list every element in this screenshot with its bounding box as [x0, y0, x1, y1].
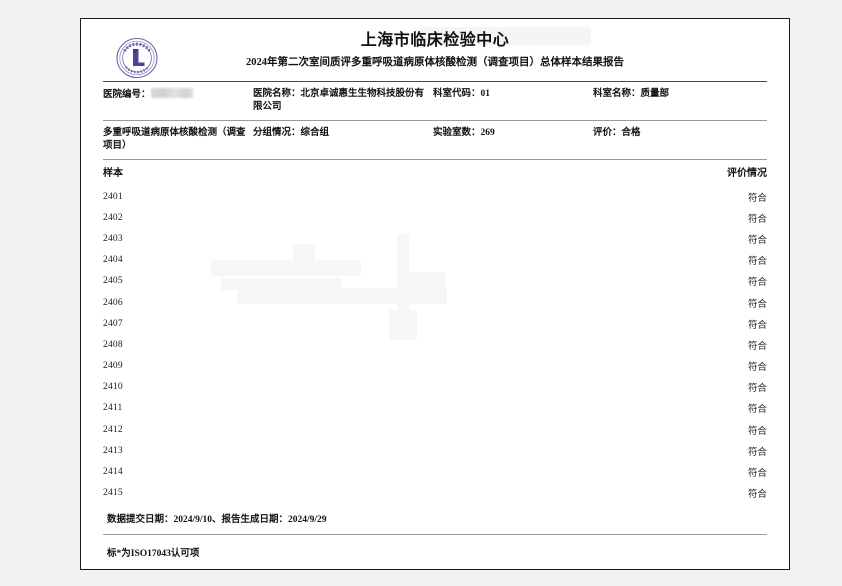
hospital-name-value: 北京卓诚惠生生物科技股份有限公司: [253, 89, 425, 112]
sample-result-cell: 符合: [747, 384, 767, 395]
sample-spacer-cell: [366, 186, 608, 207]
sample-id-cell: 2401: [103, 191, 123, 202]
table-row: 2404 符合: [103, 250, 767, 271]
sample-spacer-cell: [366, 377, 608, 398]
sample-result-cell: 符合: [747, 278, 767, 289]
report-subtitle: 2024年第二次室间质评多重呼吸道病原体核酸检测（调查项目）总体样本结果报告: [246, 57, 624, 68]
table-row: 2414 符合: [103, 461, 767, 482]
sample-result-cell: 符合: [747, 405, 767, 416]
sample-result-cell: 符合: [747, 363, 767, 374]
evaluation-label: 评价：: [593, 128, 622, 138]
table-row: 2411 符合: [103, 398, 767, 419]
table-row: 2407 符合: [103, 313, 767, 334]
sample-id-cell: 2412: [103, 424, 123, 435]
lab-count-value: 269: [480, 128, 495, 138]
table-row: 2412 符合: [103, 419, 767, 440]
sample-id-cell: 2403: [103, 233, 123, 244]
sample-spacer-cell: [366, 207, 608, 228]
table-row: 2403 符合: [103, 228, 767, 249]
hospital-number-label: 医院编号：: [103, 90, 151, 100]
sample-id-cell: 2408: [103, 339, 123, 350]
sample-id-cell: 2406: [103, 297, 123, 308]
sample-spacer-cell: [366, 292, 608, 313]
column-header-result: 评价情况: [727, 168, 767, 179]
sample-result-cell: 符合: [747, 299, 767, 310]
page-title: 上海市临床检验中心: [360, 32, 510, 49]
sample-spacer-cell: [366, 356, 608, 377]
divider-above-table: [103, 159, 767, 160]
evaluation-value: 合格: [621, 128, 641, 138]
group-value: 综合组: [300, 128, 330, 138]
sample-spacer-cell: [366, 419, 608, 440]
table-header-row: 样本 评价情况: [103, 160, 767, 186]
column-header-sample: 样本: [103, 168, 123, 179]
sample-result-cell: 符合: [747, 469, 767, 480]
sample-result-cell: 符合: [747, 320, 767, 331]
divider-above-info: [103, 81, 767, 82]
sample-result-cell: 符合: [747, 341, 767, 352]
field-lab-count: 实验室数：269: [433, 127, 593, 140]
sample-id-cell: 2415: [103, 488, 123, 499]
sample-id-cell: 2411: [103, 403, 123, 414]
sample-spacer-cell: [366, 398, 608, 419]
department-name-value: 质量部: [640, 89, 670, 99]
department-code-value: 01: [480, 89, 491, 99]
sample-result-cell: 符合: [747, 193, 767, 204]
table-row: 2402 符合: [103, 207, 767, 228]
table-row: 2413 符合: [103, 440, 767, 461]
submission-dates-note: 数据提交日期：2024/9/10、报告生成日期：2024/9/29: [107, 514, 327, 525]
sample-spacer-cell: [366, 250, 608, 271]
sample-result-cell: 符合: [747, 490, 767, 501]
hospital-number-redacted-value: [150, 88, 193, 98]
sample-result-cell: 符合: [747, 235, 767, 246]
department-name-label: 科室名称：: [593, 89, 641, 99]
sample-result-cell: 符合: [747, 426, 767, 437]
info-row-project: 多重呼吸道病原体核酸检测（调查项目） 分组情况：综合组 实验室数：269 评价：…: [103, 121, 767, 159]
field-evaluation: 评价：合格: [593, 127, 767, 140]
lab-count-label: 实验室数：: [433, 128, 481, 138]
table-row: 2415 符合: [103, 483, 767, 504]
field-department-code: 科室代码：01: [433, 88, 593, 101]
field-group: 分组情况：综合组: [253, 127, 433, 140]
sample-spacer-cell: [366, 461, 608, 482]
report-header: 上海市临床检验中心 2024年第二次室间质评多重呼吸道病原体核酸检测（调查项目）…: [103, 19, 767, 81]
field-hospital-name: 医院名称：北京卓诚惠生生物科技股份有限公司: [253, 88, 433, 114]
sample-spacer-cell: [366, 440, 608, 461]
sample-spacer-cell: [366, 271, 608, 292]
sample-results-table: 样本 评价情况 2401 符合 2402 符合 2403 符合 2404 符合 2405 符合 24…: [103, 160, 767, 504]
field-hospital-number: 医院编号：: [103, 88, 253, 102]
sample-id-cell: 2413: [103, 445, 123, 456]
department-code-label: 科室代码：: [433, 89, 481, 99]
sample-id-cell: 2407: [103, 318, 123, 329]
sample-spacer-cell: [366, 334, 608, 355]
sample-id-cell: 2404: [103, 255, 123, 266]
sample-id-cell: 2410: [103, 382, 123, 393]
sample-spacer-cell: [366, 313, 608, 334]
sample-result-cell: 符合: [747, 214, 767, 225]
table-row: 2401 符合: [103, 186, 767, 207]
sample-id-cell: 2409: [103, 361, 123, 372]
table-row: 2406 符合: [103, 292, 767, 313]
group-label: 分组情况：: [253, 128, 301, 138]
iso-accreditation-note: 标*为ISO17043认可项: [107, 548, 200, 559]
report-page: 上海市临床检验中心 2024年第二次室间质评多重呼吸道病原体核酸检测（调查项目）…: [80, 18, 790, 570]
table-row: 2405 符合: [103, 271, 767, 292]
organization-seal-icon: [115, 37, 159, 79]
divider-between-info-rows: [103, 120, 767, 121]
table-row: 2410 符合: [103, 377, 767, 398]
sample-id-cell: 2414: [103, 467, 123, 478]
sample-id-cell: 2405: [103, 276, 123, 287]
sample-result-cell: 符合: [747, 447, 767, 458]
hospital-name-label: 医院名称：: [253, 89, 301, 99]
info-row-hospital: 医院编号： 医院名称：北京卓诚惠生生物科技股份有限公司 科室代码：01 科室名称…: [103, 82, 767, 120]
field-department-name: 科室名称：质量部: [593, 88, 767, 101]
divider-above-iso-note: [103, 533, 767, 535]
sample-id-cell: 2402: [103, 212, 123, 223]
sample-result-cell: 符合: [747, 257, 767, 268]
sample-spacer-cell: [366, 483, 608, 504]
table-row: 2408 符合: [103, 334, 767, 355]
table-row: 2409 符合: [103, 356, 767, 377]
sample-spacer-cell: [366, 228, 608, 249]
project-name: 多重呼吸道病原体核酸检测（调查项目）: [103, 128, 246, 151]
